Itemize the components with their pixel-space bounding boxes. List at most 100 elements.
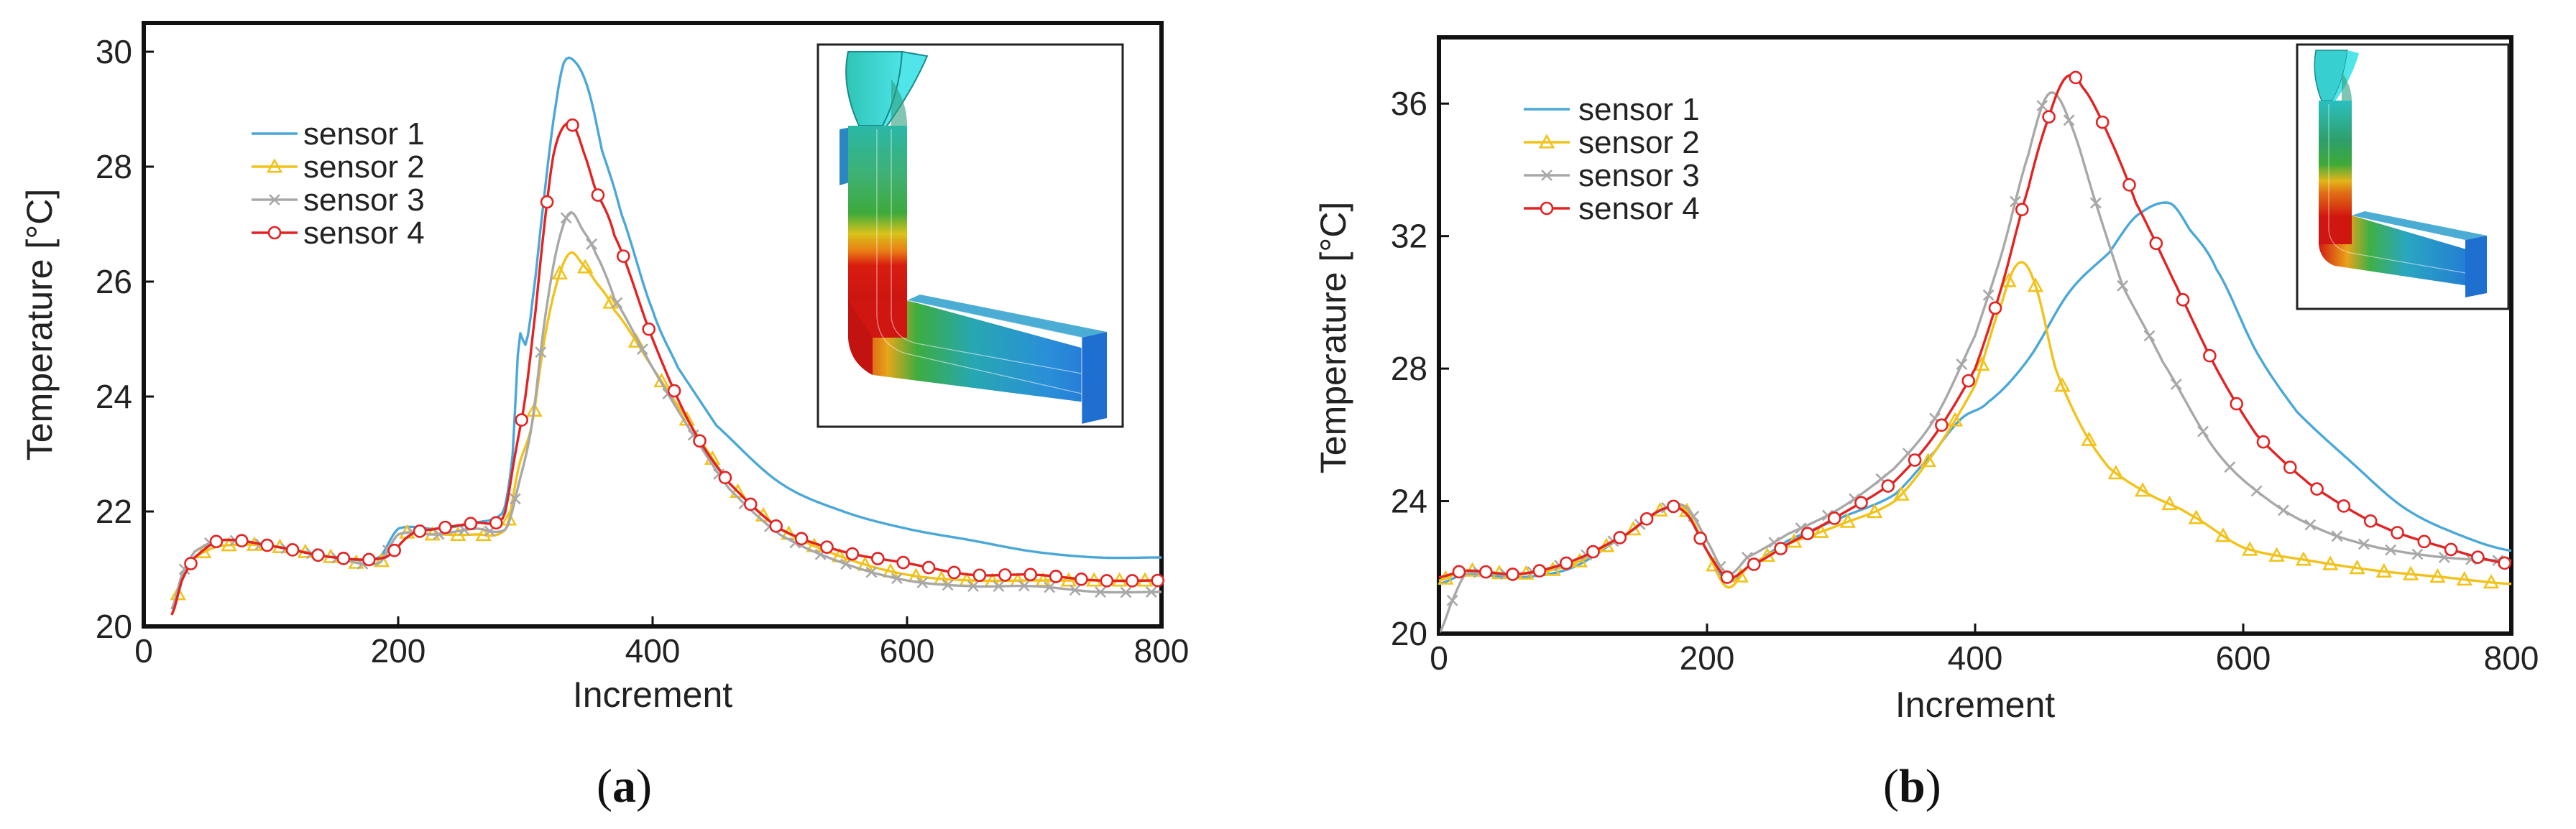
series-marker-a-4-14	[540, 195, 554, 209]
x-tick-label-b-0: 0	[1430, 639, 1448, 677]
series-marker-b-3-10	[1714, 560, 1726, 573]
series-marker-a-2-0	[170, 585, 186, 601]
series-marker-b-2-13	[1786, 533, 1803, 548]
series-marker-b-4-36	[2417, 534, 2432, 549]
x-tick-label-a-4: 800	[1134, 632, 1190, 670]
series-marker-b-2-24	[2081, 431, 2097, 446]
series-marker-b-4-25	[2122, 178, 2136, 192]
series-marker-b-4-17	[1908, 453, 1922, 467]
series-marker-a-3-26	[840, 558, 852, 570]
legend-a-label-4: sensor 4	[303, 216, 425, 251]
legend-b: sensor 1 sensor 2 sensor 3 sensor 4	[1524, 92, 1700, 226]
series-marker-b-4-31	[2283, 460, 2297, 474]
series-marker-b-4-30	[2256, 435, 2271, 449]
series-marker-b-2-23	[2054, 377, 2071, 392]
series-marker-a-4-31	[972, 568, 987, 583]
series-marker-b-4-20	[1988, 301, 2002, 315]
legend-a: sensor 1 sensor 2 sensor 3 sensor 4	[252, 116, 425, 251]
series-marker-b-4-33	[2337, 499, 2351, 513]
series-marker-b-2-16	[1866, 503, 1883, 519]
legend-a-label-3: sensor 3	[303, 182, 425, 218]
series-marker-b-4-28	[2203, 348, 2217, 363]
series-marker-a-4-21	[718, 471, 732, 485]
ticks-a: 0 200 400 600 800 20 22 24 26 28 30	[96, 33, 1190, 670]
series-marker-b-4-35	[2391, 526, 2404, 539]
series-marker-a-4-24	[794, 532, 809, 546]
series-marker-b-2-19	[1946, 412, 1964, 427]
y-axis-label-a: Temperature [°C]	[19, 189, 60, 460]
series-marker-b-4-16	[1881, 479, 1895, 493]
series-marker-b-3-32	[2304, 519, 2317, 531]
x-tick-label-b-3: 600	[2216, 639, 2271, 677]
series-marker-b-3-20	[1982, 289, 1995, 301]
x-tick-label-a-3: 600	[880, 632, 935, 670]
series-marker-a-4-0	[184, 557, 198, 570]
series-marker-b-4-12	[1774, 542, 1788, 555]
series-marker-b-4-10	[1720, 570, 1734, 584]
series-marker-a-4-28	[896, 555, 910, 570]
series-marker-a-4-26	[845, 547, 860, 561]
legend-a-label-2: sensor 2	[303, 149, 425, 185]
series-marker-b-2-22	[2027, 277, 2044, 292]
series-marker-b-3-23	[2063, 114, 2075, 126]
series-marker-a-4-4	[285, 543, 300, 557]
legend-a-marker-3	[269, 194, 280, 205]
series-marker-b-4-13	[1800, 527, 1815, 541]
series-marker-a-3-31	[967, 580, 979, 593]
x-tick-label-b-4: 800	[2484, 639, 2539, 677]
series-marker-b-2-33	[2322, 555, 2339, 570]
series-marker-a-4-36	[1100, 574, 1114, 588]
series-marker-b-4-0	[1452, 565, 1466, 579]
series-marker-a-4-33	[1024, 568, 1037, 582]
series-marker-b-2-36	[2402, 565, 2419, 580]
series-marker-a-4-3	[260, 538, 274, 552]
series-marker-b-4-14	[1827, 511, 1841, 525]
series-marker-a-3-33	[1018, 580, 1030, 592]
series-marker-b-4-19	[1961, 374, 1975, 388]
series-marker-b-4-5	[1586, 545, 1600, 559]
series-marker-a-4-11	[464, 517, 478, 531]
series-marker-b-4-39	[2498, 556, 2511, 570]
series-marker-a-2-15	[551, 264, 568, 280]
legend-a-marker-4	[267, 226, 282, 240]
series-marker-b-2-21	[2000, 272, 2017, 287]
series-marker-b-2-17	[1893, 486, 1910, 501]
series-marker-b-2-20	[1974, 356, 1990, 371]
y-axis-label-b: Temperature [°C]	[1313, 202, 1353, 473]
series-marker-b-4-38	[2471, 550, 2485, 564]
series-marker-a-4-20	[693, 434, 707, 448]
chart-b: sensor 1 sensor 2 sensor 3 sensor 4 0 200…	[1313, 35, 2539, 812]
inset-model-b	[2296, 43, 2510, 310]
panel-label-a: (a)	[597, 760, 652, 812]
series-marker-b-2-34	[2349, 560, 2365, 575]
series-marker-a-3-36	[1095, 586, 1106, 598]
x-tick-label-a-0: 0	[134, 632, 153, 670]
series-marker-a-4-23	[769, 519, 783, 533]
series-marker-b-2-25	[2107, 465, 2125, 480]
series-marker-b-4-6	[1613, 531, 1627, 545]
y-tick-label-a-0: 20	[96, 608, 132, 645]
series-marker-b-4-34	[2363, 514, 2378, 528]
series-marker-b-2-37	[2429, 568, 2446, 583]
series-marker-a-3-28	[891, 573, 903, 585]
series-marker-b-2-14	[1813, 523, 1829, 538]
series-marker-a-4-10	[438, 520, 452, 534]
x-axis-label-a: Increment	[573, 675, 732, 715]
series-marker-a-4-16	[591, 188, 605, 202]
series-marker-b-4-7	[1639, 512, 1654, 526]
series-marker-b-3-27	[2170, 379, 2182, 390]
series-marker-b-3-29	[2224, 461, 2236, 473]
series-marker-a-4-35	[1075, 572, 1088, 586]
series-marker-b-4-8	[1667, 499, 1680, 514]
legend-b-label-4: sensor 4	[1578, 191, 1700, 226]
series-marker-a-4-7	[362, 552, 376, 567]
y-tick-label-b-2: 28	[1391, 350, 1427, 387]
legend-b-marker-4	[1540, 201, 1554, 216]
series-marker-a-3-13	[509, 493, 521, 505]
series-line-a-4	[170, 121, 1162, 616]
series-marker-b-4-18	[1935, 418, 1949, 432]
series-marker-a-3-34	[1044, 581, 1056, 593]
legend-b-marker-2	[1538, 134, 1555, 149]
series-marker-a-2-19	[653, 372, 670, 388]
